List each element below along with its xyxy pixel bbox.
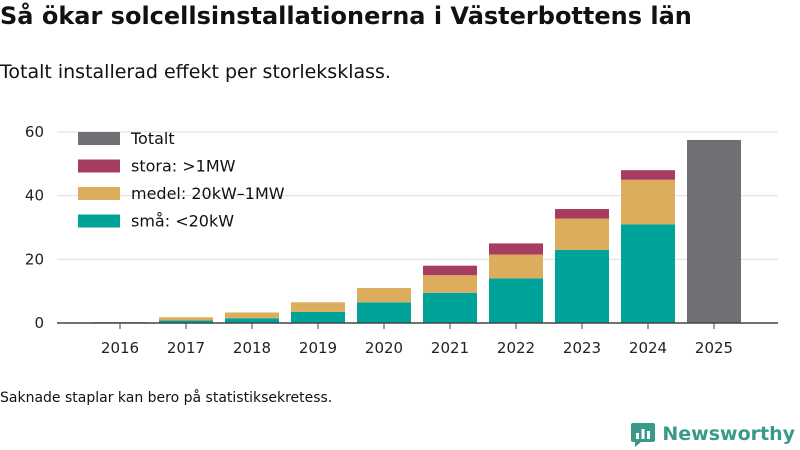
bar-segment bbox=[423, 292, 477, 323]
x-tick-label: 2022 bbox=[497, 339, 535, 357]
brand-name: Newsworthy bbox=[662, 423, 795, 445]
bar-segment bbox=[357, 302, 411, 323]
bar-segment bbox=[555, 249, 609, 323]
legend-swatch bbox=[78, 214, 120, 228]
legend-swatch bbox=[78, 187, 120, 200]
newsworthy-logo-icon bbox=[631, 423, 656, 447]
x-tick-label: 2024 bbox=[629, 339, 667, 357]
legend-swatch bbox=[78, 132, 120, 145]
legend-label: medel: 20kW–1MW bbox=[131, 184, 285, 203]
bar-segment bbox=[423, 275, 477, 293]
bar-segment bbox=[489, 243, 543, 255]
bar-segment bbox=[687, 139, 741, 323]
bar-segment bbox=[621, 224, 675, 323]
legend: Totalt stora: >1MW medel: 20kW–1MW små: <20… bbox=[78, 129, 285, 231]
legend-swatch bbox=[78, 159, 120, 173]
x-tick-label: 2023 bbox=[563, 339, 601, 357]
y-tick-label: 20 bbox=[25, 250, 44, 268]
bar-segment bbox=[225, 318, 279, 323]
legend-label: stora: >1MW bbox=[131, 157, 236, 176]
footnote: Saknade staplar kan bero på statistiksek… bbox=[0, 390, 333, 406]
bar-segment bbox=[159, 317, 213, 321]
bar-segment bbox=[555, 218, 609, 250]
legend-label: Totalt bbox=[130, 129, 175, 148]
bar-segment bbox=[621, 179, 675, 225]
bar-segment bbox=[291, 311, 345, 323]
axes: 0 20 40 60 2016 2017 2018 2019 2020 2021 2022 2023 2… bbox=[25, 123, 778, 357]
x-tick-label: 2021 bbox=[431, 339, 469, 357]
x-tick-label: 2025 bbox=[695, 339, 733, 357]
bar-segment bbox=[159, 320, 213, 323]
bar-segment bbox=[291, 302, 345, 312]
chart-title: Så ökar solcellsinstallationerna i Väste… bbox=[0, 2, 692, 30]
bar-segment bbox=[225, 312, 279, 319]
x-tick-label: 2020 bbox=[365, 339, 403, 357]
x-tick-label: 2018 bbox=[233, 339, 271, 357]
x-tick-label: 2017 bbox=[167, 339, 205, 357]
bar-segment bbox=[555, 209, 609, 219]
bar-segment bbox=[489, 254, 543, 279]
x-tick-label: 2019 bbox=[299, 339, 337, 357]
y-tick-label: 0 bbox=[34, 314, 44, 332]
x-tick-label: 2016 bbox=[101, 339, 139, 357]
bars bbox=[93, 139, 741, 323]
bar-segment bbox=[621, 170, 675, 180]
newsworthy-logo[interactable]: Newsworthy bbox=[630, 418, 795, 450]
chart-subtitle: Totalt installerad effekt per storlekskl… bbox=[0, 61, 391, 83]
y-tick-label: 40 bbox=[25, 187, 44, 205]
bar-segment bbox=[423, 265, 477, 276]
bar-segment bbox=[357, 287, 411, 303]
y-tick-label: 60 bbox=[25, 123, 44, 141]
legend-label: små: <20kW bbox=[131, 212, 234, 231]
bar-segment bbox=[489, 278, 543, 323]
